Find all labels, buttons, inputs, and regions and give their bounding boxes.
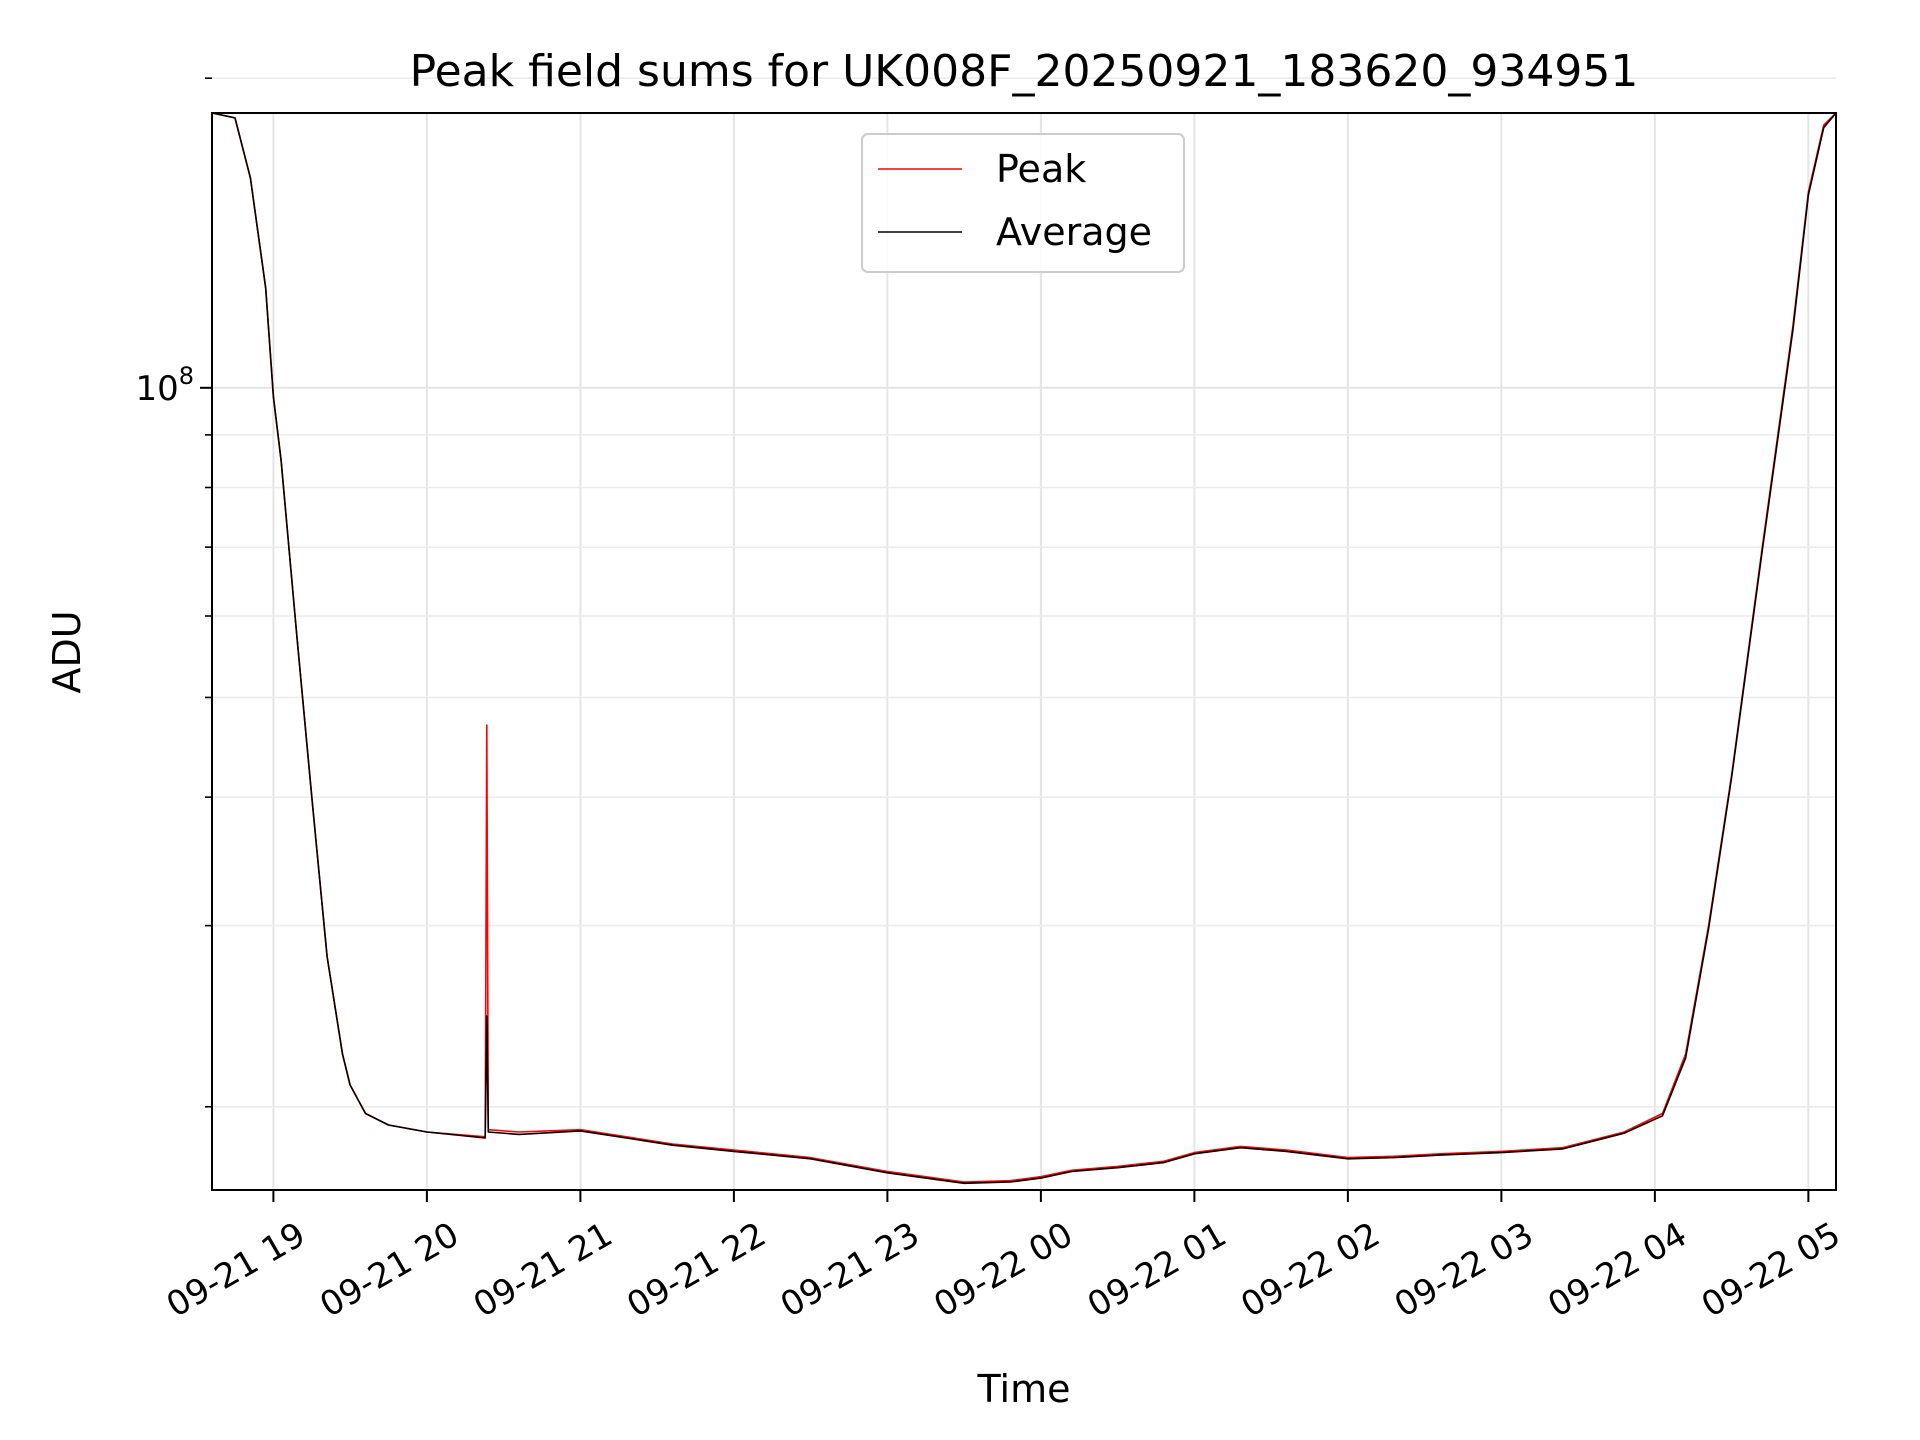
grid [212,77,1836,1190]
y-tick-exponent: 8 [179,362,194,390]
legend-label-average: Average [996,210,1152,254]
legend-label-peak: Peak [996,147,1086,191]
series-layer [211,112,1837,1185]
x-axis-label: Time [977,1367,1071,1411]
y-axis-ticks [200,77,212,1108]
legend: Peak Average [861,133,1185,273]
chart-title: Peak field sums for UK008F_20250921_1836… [410,46,1639,97]
y-axis-label: ADU [45,610,89,693]
plot-frame [211,112,1837,1191]
series-line-average [211,112,1837,1185]
y-tick-base: 10 [135,369,178,409]
y-tick-label-1e8: 108 [135,362,194,409]
